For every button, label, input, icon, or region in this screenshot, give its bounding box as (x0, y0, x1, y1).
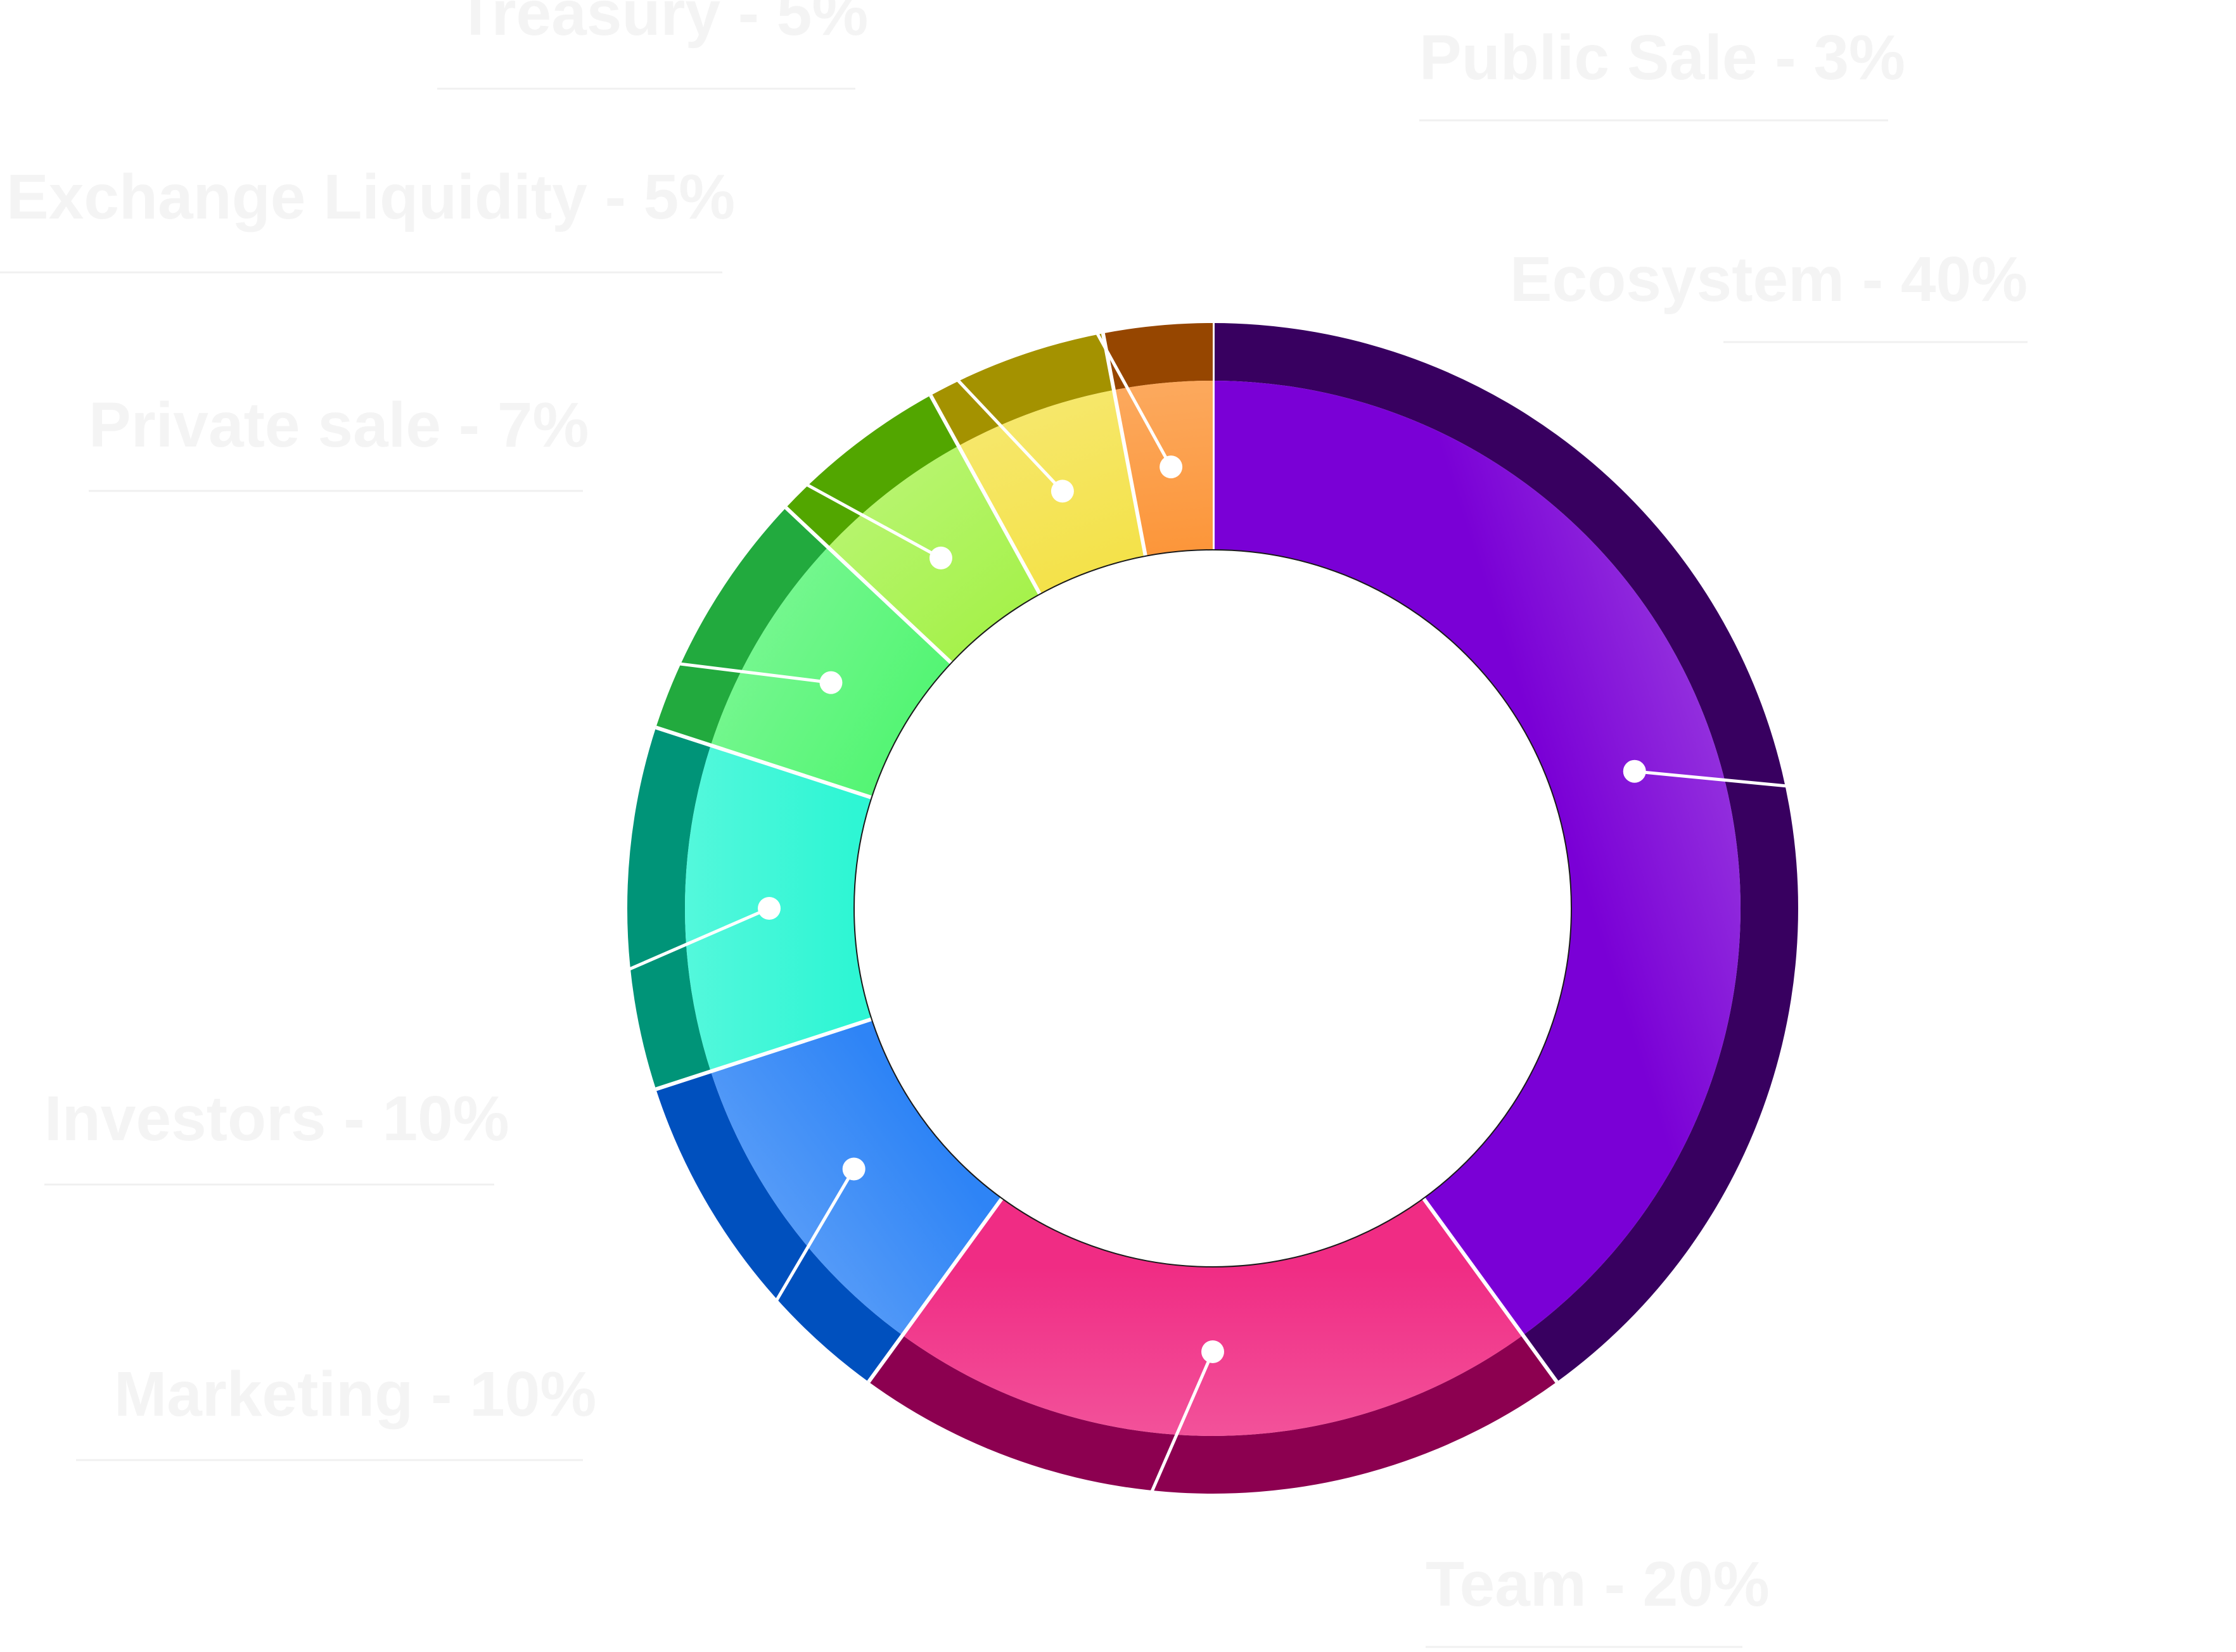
leader-dot-5 (929, 546, 952, 569)
slice-separator-1 (1422, 1197, 1559, 1383)
slice-separator-7 (1101, 333, 1147, 557)
leader-line-2 (774, 1168, 855, 1303)
leader-dot-3 (758, 897, 781, 920)
slice-0 (1213, 381, 1741, 1335)
slice-label-0: Ecosystem - 40% (1510, 244, 2028, 315)
leader-line-3 (627, 906, 770, 972)
slice-rim-2 (656, 1071, 903, 1382)
slice-1 (902, 1198, 1523, 1436)
slice-separator-6 (929, 394, 1042, 595)
leader-line-4 (677, 662, 831, 685)
leader-lines (627, 331, 1788, 1494)
slice-label-6: Treasury - 5% (456, 0, 868, 49)
slice-label-5: Exchange Liquidity - 5% (6, 162, 735, 232)
leader-dot-6 (1051, 480, 1074, 503)
leader-line-7 (1095, 331, 1173, 468)
slice-separator-2 (867, 1197, 1004, 1383)
slice-separator-3 (655, 1017, 872, 1091)
slice-label-2: Marketing - 10% (114, 1359, 596, 1430)
slice-rim-3 (627, 727, 711, 1090)
leader-dot-7 (1160, 455, 1183, 479)
leader-dot-1 (1201, 1340, 1224, 1363)
slice-separator-5 (784, 506, 953, 664)
leader-dot-4 (819, 671, 843, 694)
leader-dot-2 (842, 1157, 866, 1181)
slice-rim-7 (1102, 323, 1213, 390)
slice-labels: Ecosystem - 40% Team - 20% Marketing - 10%… (0, 0, 2028, 1648)
slice-label-3: Investors - 10% (44, 1083, 509, 1154)
slice-rim-1 (868, 1335, 1557, 1494)
slice-rim-6 (930, 333, 1114, 447)
leader-line-5 (805, 483, 942, 560)
leader-line-1 (1149, 1351, 1215, 1494)
slice-label-4: Private sale - 7% (89, 390, 589, 461)
donut-hole (853, 549, 1572, 1268)
slice-label-7: Public Sale - 3% (1419, 22, 1905, 93)
slice-label-1: Team - 20% (1426, 1549, 1770, 1620)
slice-rim-5 (786, 395, 959, 547)
slice-rim-4 (656, 507, 828, 746)
slice-separator-4 (655, 725, 872, 799)
leader-dot-0 (1623, 759, 1646, 783)
slice-rim-0 (1213, 323, 1798, 1382)
leader-line-6 (955, 378, 1064, 493)
leader-line-0 (1634, 770, 1788, 788)
